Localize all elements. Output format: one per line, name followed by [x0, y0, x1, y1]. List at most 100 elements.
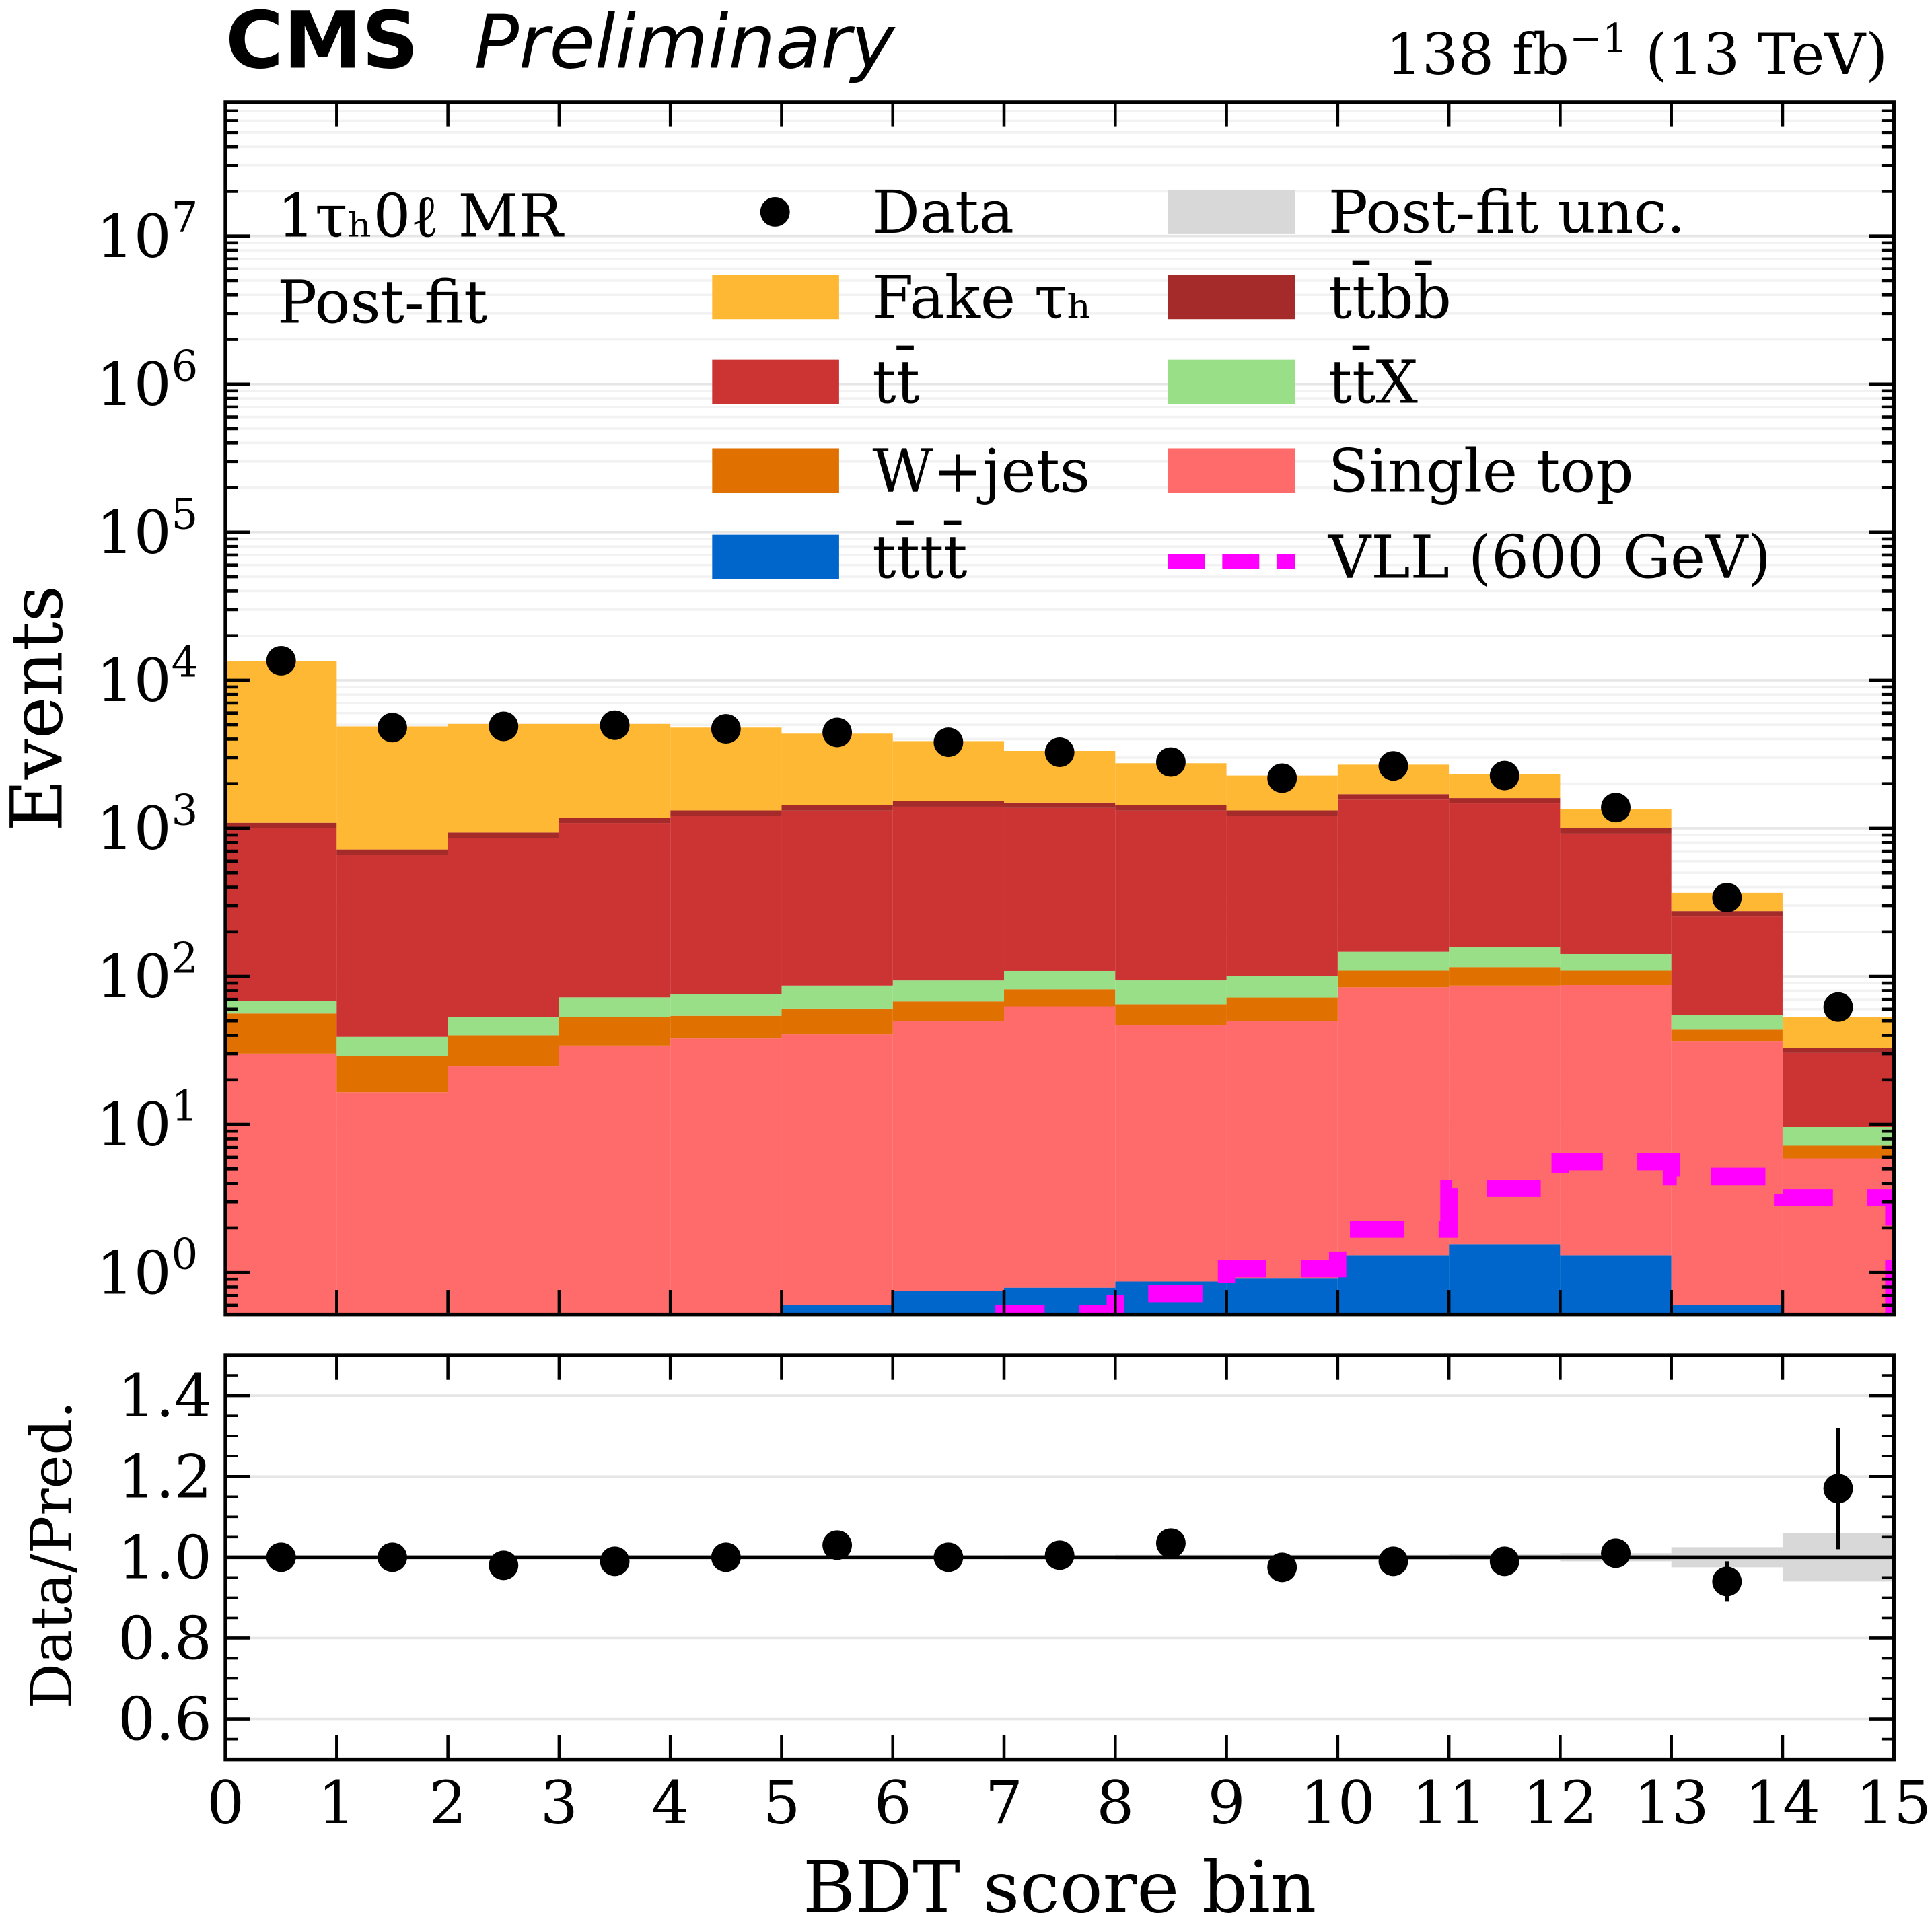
data-point	[489, 711, 519, 742]
bar-wjets	[448, 1035, 559, 1067]
bar-wjets	[559, 1017, 671, 1046]
data-point	[266, 645, 296, 676]
bar-ttbb	[448, 832, 559, 838]
bar-ttbb	[670, 810, 782, 816]
data-point	[600, 710, 630, 740]
bar-wjets	[1449, 967, 1561, 986]
legend-label: tt̄bb̄	[1328, 260, 1452, 332]
ratio-point	[600, 1546, 630, 1577]
legend-swatch	[1168, 189, 1295, 234]
legend-label: Fake τₕ	[872, 262, 1092, 332]
bar-wjets	[1115, 1004, 1227, 1025]
bar-tt	[670, 816, 782, 994]
bar-tttt	[1671, 1305, 1783, 1315]
y-tick-label: 102	[96, 934, 198, 1012]
fit-label: Post-fit	[277, 268, 487, 337]
data-point	[1044, 737, 1075, 767]
legend-swatch	[712, 448, 839, 493]
legend-label: Single top	[1328, 437, 1634, 506]
bar-tt	[1004, 807, 1116, 971]
x-tick-label: 3	[540, 1768, 578, 1838]
bar-single_top	[1782, 1158, 1894, 1315]
status-label: Preliminary	[474, 0, 896, 85]
bar-ttx	[1782, 1126, 1894, 1146]
x-tick-label: 2	[429, 1768, 467, 1838]
x-tick-label: 1	[318, 1768, 355, 1838]
ratio-point	[1044, 1540, 1075, 1570]
y-tick-base: 10	[96, 1090, 172, 1159]
bar-tt	[225, 828, 337, 1001]
y-tick-label: 104	[96, 637, 198, 715]
bar-wjets	[1226, 997, 1338, 1021]
bar-wjets	[1671, 1029, 1783, 1042]
bar-ttx	[1337, 951, 1450, 971]
x-tick-label: 15	[1856, 1768, 1931, 1838]
ratio-y-tick-label: 0.6	[118, 1685, 212, 1754]
bar-wjets	[336, 1056, 448, 1093]
bar-ttbb	[1337, 794, 1450, 800]
energy-label: (13 TeV)	[1627, 22, 1888, 87]
bar-tt	[892, 806, 1005, 981]
data-point	[711, 714, 741, 744]
bar-ttx	[1115, 980, 1227, 1005]
y-tick-label: 106	[96, 341, 198, 419]
bar-ttx	[1671, 1015, 1783, 1030]
bar-tttt	[892, 1291, 1005, 1315]
legend-label: tt̄X	[1328, 346, 1419, 417]
ratio-axes: 0.60.81.01.21.40 1 2 3 4 5 6 7 8 9 10 11 12 13 14 15	[118, 102, 1931, 1838]
legend-label: Data	[872, 178, 1014, 247]
data-point	[1601, 793, 1631, 823]
y-tick-exponent: 3	[172, 785, 199, 834]
experiment-label: CMS	[225, 0, 419, 87]
y-tick-base: 10	[96, 350, 172, 419]
lumi-value: 138 fb	[1386, 22, 1569, 87]
x-tick-label: 4	[651, 1768, 689, 1838]
bar-ttx	[670, 994, 782, 1016]
bar-single_top	[892, 1021, 1005, 1291]
data-point	[1712, 883, 1742, 913]
legend-label: tt̄	[872, 346, 920, 417]
bar-wjets	[1560, 970, 1672, 985]
data-point	[1823, 992, 1853, 1022]
bar-wjets	[225, 1013, 337, 1054]
data-point	[933, 727, 964, 758]
ratio-point	[489, 1550, 519, 1581]
bar-wjets	[781, 1008, 893, 1035]
y-tick-label: 101	[96, 1082, 198, 1160]
legend-label: VLL (600 GeV)	[1328, 523, 1771, 592]
legend-label: tt̄tt̄	[872, 521, 967, 592]
bar-ttx	[892, 980, 1005, 1002]
legend-marker-data	[760, 196, 790, 227]
y-tick-base: 10	[96, 202, 172, 271]
legend-swatch	[712, 275, 839, 320]
ratio-point	[822, 1530, 853, 1560]
ratio-point	[378, 1542, 407, 1572]
lumi-label: 138 fb−1 (13 TeV)	[1386, 15, 1888, 87]
ratio-point	[1155, 1528, 1186, 1558]
bar-fake	[336, 726, 448, 850]
bar-fake	[225, 661, 337, 823]
y-axis-label: Events	[0, 585, 79, 832]
bar-wjets	[1004, 989, 1116, 1007]
x-tick-label: 11	[1411, 1768, 1487, 1838]
y-tick-exponent: 0	[172, 1230, 199, 1279]
y-tick-exponent: 2	[172, 934, 199, 983]
bar-ttbb	[1560, 828, 1672, 834]
x-tick-label: 7	[985, 1768, 1023, 1838]
stacked-histogram	[225, 661, 1894, 1315]
y-tick-exponent: 7	[172, 193, 199, 242]
bar-fake	[1782, 1017, 1894, 1048]
bar-single_top	[1115, 1025, 1227, 1282]
bar-ttbb	[1226, 810, 1338, 816]
x-axis-label: BDT score bin	[803, 1846, 1316, 1917]
x-tick-label: 12	[1522, 1768, 1598, 1838]
legend-swatch	[1168, 359, 1295, 404]
ratio-points	[266, 1428, 1853, 1602]
bar-ttx	[1560, 953, 1672, 971]
data-point	[1489, 760, 1519, 791]
bar-single_top	[225, 1053, 337, 1315]
y-tick-label: 105	[96, 489, 198, 567]
bar-tttt	[1560, 1255, 1672, 1315]
